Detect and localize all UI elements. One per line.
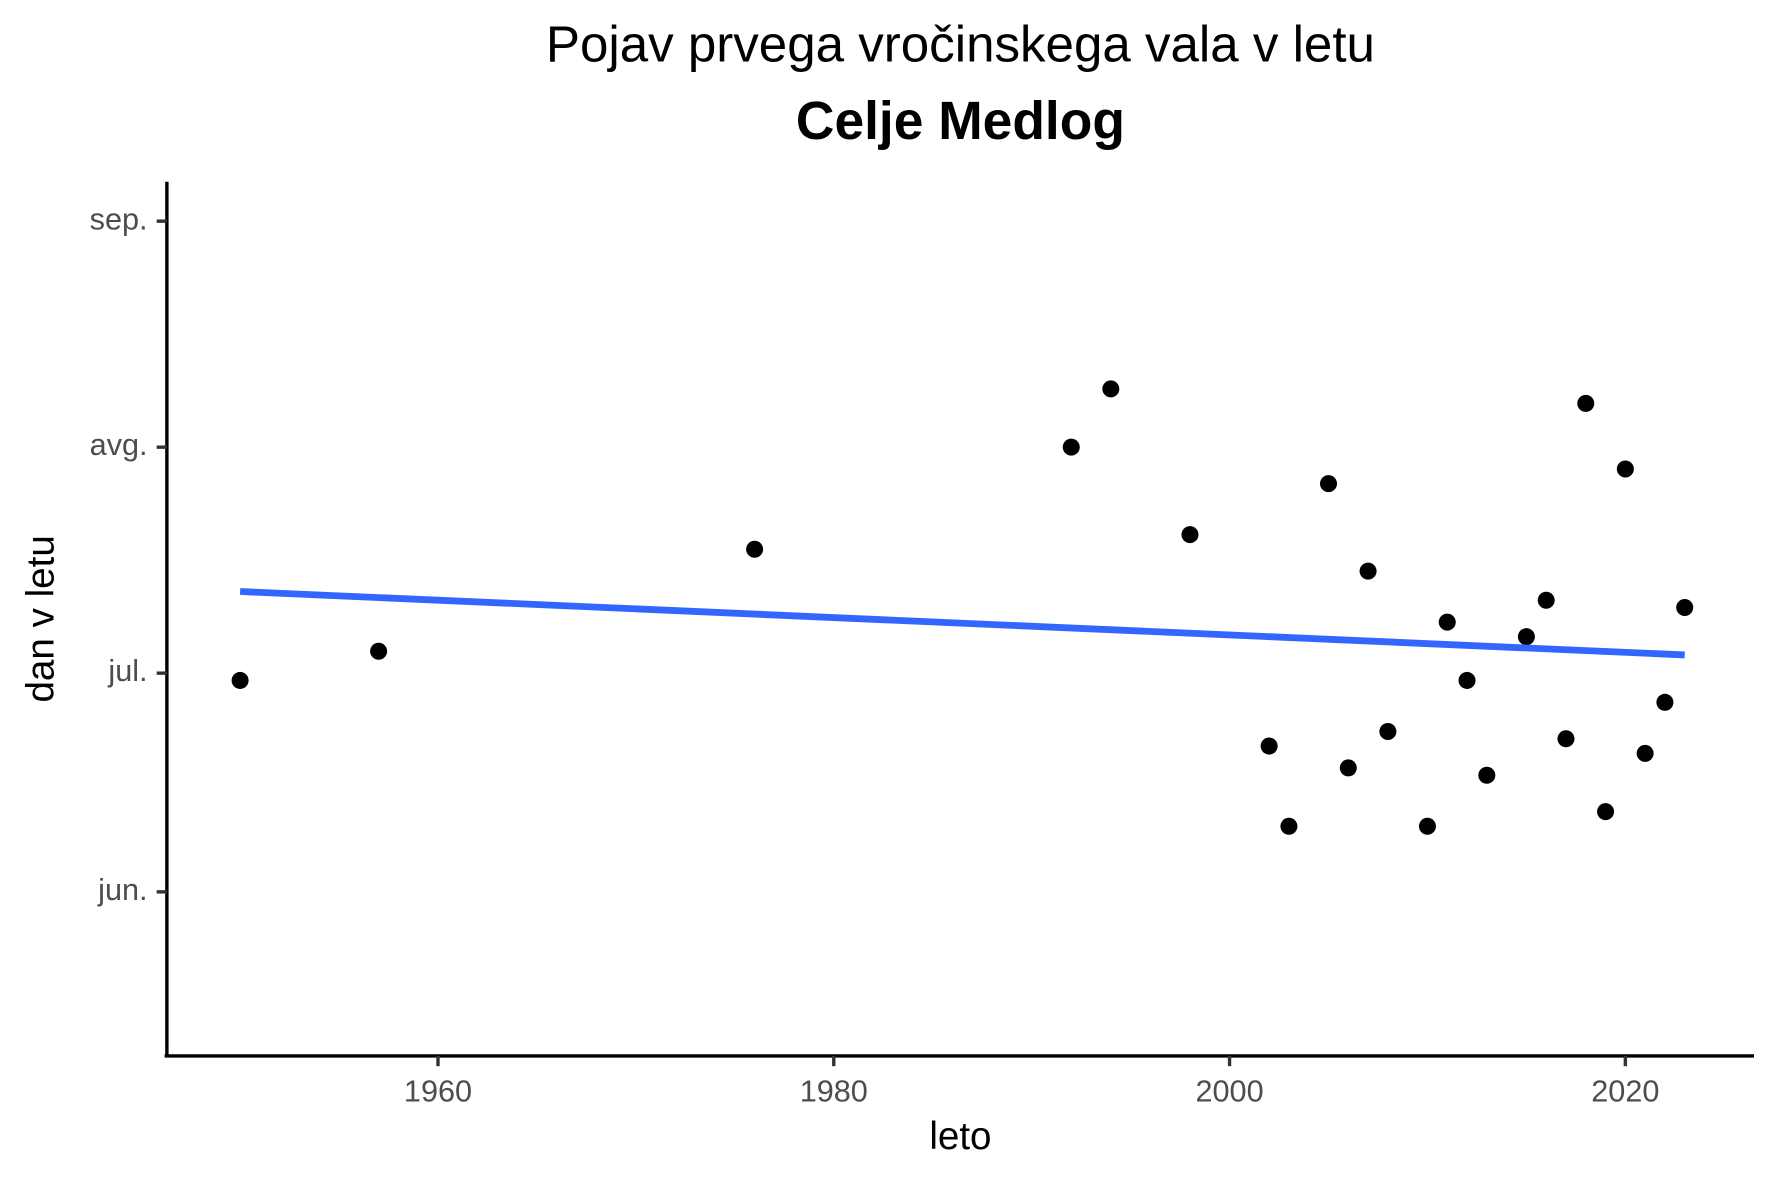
x-tick-label: 1980 [800,1075,868,1109]
point [1359,562,1377,580]
point [1597,803,1615,821]
point [1458,671,1476,689]
point [370,642,388,660]
x-tick-label: 2000 [1195,1075,1263,1109]
point [1557,730,1575,748]
y-axis-label: dan v letu [19,535,62,702]
y-tick-label: jul. [107,654,147,688]
point [1062,438,1080,456]
point [1656,693,1674,711]
point [231,671,249,689]
point [1319,475,1338,493]
point [1339,759,1357,777]
point [1577,394,1595,412]
y-tick-label: sep. [90,202,148,236]
x-tick-label: 2020 [1591,1075,1659,1109]
point [1181,526,1199,544]
point [1260,737,1278,755]
chart-subtitle: Celje Medlog [796,92,1125,151]
point [746,540,764,558]
point [1478,766,1496,784]
x-axis-label: leto [929,1115,991,1158]
point [1616,460,1634,478]
y-tick-label: avg. [90,428,148,462]
point [1438,613,1456,631]
point [1517,628,1535,646]
point [1280,817,1298,835]
point [1537,591,1555,609]
point [1418,817,1436,835]
trend-line [239,588,1685,659]
x-tick-label: 1960 [404,1075,472,1109]
point [1676,599,1694,617]
point [1379,722,1397,740]
chart-title: Pojav prvega vročinskega vala v letu [546,15,1375,72]
point [1636,744,1654,762]
y-tick-label: jun. [97,873,147,907]
point [1102,380,1120,398]
